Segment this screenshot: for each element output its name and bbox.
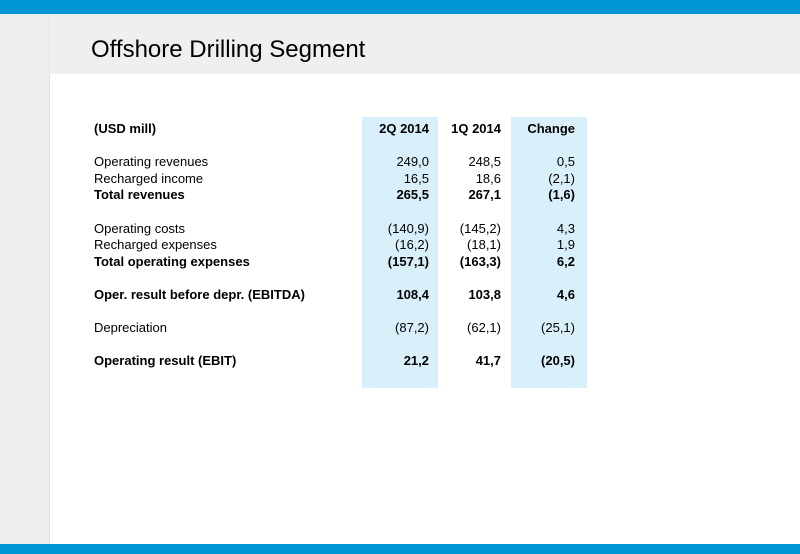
table-row: Total operating expenses (157,1) (163,3)…: [0, 254, 800, 270]
cell-2q2014: 108,4: [396, 287, 429, 302]
table-row: Oper. result before depr. (EBITDA) 108,4…: [0, 287, 800, 303]
header-1q2014: 1Q 2014: [451, 121, 501, 136]
header-label: (USD mill): [94, 121, 157, 136]
cell-2q2014: (87,2): [395, 320, 429, 335]
cell-change: 6,2: [556, 254, 575, 269]
top-accent-bar: [0, 0, 800, 14]
header-change: Change: [527, 121, 575, 136]
bottom-accent-bar: [0, 544, 800, 554]
row-label: Operating result (EBIT): [94, 353, 237, 368]
row-label: Recharged income: [94, 171, 204, 186]
cell-2q2014: (157,1): [387, 254, 429, 269]
row-label: Total operating expenses: [94, 254, 250, 269]
cell-2q2014: 16,5: [403, 171, 429, 186]
cell-2q2014: 265,5: [396, 187, 429, 202]
cell-1q2014: 18,6: [475, 171, 501, 186]
cell-1q2014: (18,1): [467, 237, 501, 252]
cell-change: 0,5: [556, 154, 575, 169]
table-row: Recharged expenses (16,2) (18,1) 1,9: [0, 237, 800, 253]
cell-2q2014: 21,2: [403, 353, 429, 368]
table-row: Operating result (EBIT) 21,2 41,7 (20,5): [0, 353, 800, 369]
page-title: Offshore Drilling Segment: [91, 36, 366, 63]
table-row: Depreciation (87,2) (62,1) (25,1): [0, 320, 800, 336]
cell-change: 4,3: [556, 221, 575, 236]
cell-change: 1,9: [556, 237, 575, 252]
cell-1q2014: 103,8: [468, 287, 501, 302]
cell-1q2014: (62,1): [467, 320, 501, 335]
cell-change: (20,5): [541, 353, 575, 368]
cell-1q2014: 41,7: [475, 353, 501, 368]
table-row: Recharged income 16,5 18,6 (2,1): [0, 171, 800, 187]
cell-change: (25,1): [541, 320, 575, 335]
table-row: Operating costs (140,9) (145,2) 4,3: [0, 221, 800, 237]
col-2q2014-highlight: [362, 117, 438, 388]
cell-1q2014: 267,1: [468, 187, 501, 202]
col-change-highlight: [511, 117, 587, 388]
cell-change: (2,1): [548, 171, 575, 186]
cell-change: (1,6): [548, 187, 575, 202]
row-label: Depreciation: [94, 320, 167, 335]
cell-1q2014: 248,5: [468, 154, 501, 169]
table-row: Total revenues 265,5 267,1 (1,6): [0, 187, 800, 203]
title-band: [0, 14, 800, 74]
cell-1q2014: (145,2): [459, 221, 501, 236]
row-label: Operating costs: [94, 221, 186, 236]
table-row: Operating revenues 249,0 248,5 0,5: [0, 154, 800, 170]
row-label: Total revenues: [94, 187, 185, 202]
cell-1q2014: (163,3): [459, 254, 501, 269]
cell-2q2014: (140,9): [387, 221, 429, 236]
table-header: (USD mill) 2Q 2014 1Q 2014 Change: [0, 121, 800, 137]
side-strip: [0, 14, 50, 544]
row-label: Operating revenues: [94, 154, 209, 169]
cell-2q2014: 249,0: [396, 154, 429, 169]
cell-change: 4,6: [556, 287, 575, 302]
cell-2q2014: (16,2): [395, 237, 429, 252]
row-label: Oper. result before depr. (EBITDA): [94, 287, 305, 302]
row-label: Recharged expenses: [94, 237, 217, 252]
header-2q2014: 2Q 2014: [379, 121, 429, 136]
